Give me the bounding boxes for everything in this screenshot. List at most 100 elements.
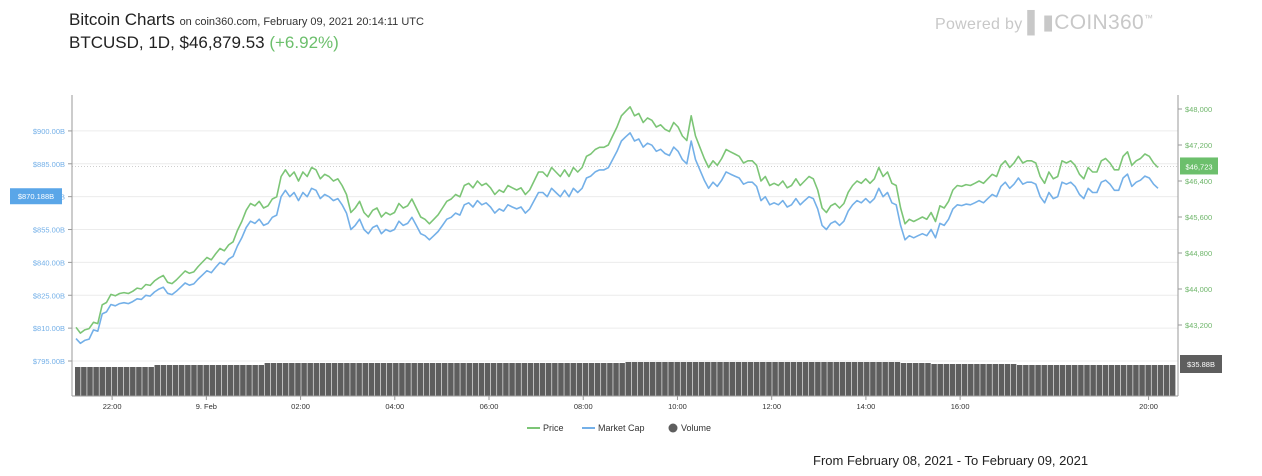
volume-bar <box>130 367 136 396</box>
volume-bar <box>845 362 852 396</box>
volume-bar <box>1108 365 1115 396</box>
legend-volume[interactable]: Volume <box>668 423 712 433</box>
current-value-badges: $870.188B $46,723 $35.88B <box>10 157 1222 373</box>
volume-bar <box>741 362 748 396</box>
legend-price[interactable]: Price <box>527 423 564 433</box>
volume-bar <box>99 367 105 396</box>
volume-bar <box>1010 364 1017 396</box>
volume-bar <box>588 363 595 396</box>
volume-bar <box>760 362 766 396</box>
volume-bar <box>386 363 393 396</box>
volume-bar <box>136 367 142 396</box>
volume-bar <box>882 362 888 396</box>
volume-bar <box>821 362 827 396</box>
volume-bar <box>900 363 907 396</box>
volume-bar <box>1133 365 1139 396</box>
legend-market-cap[interactable]: Market Cap <box>582 423 645 433</box>
volume-bar <box>558 363 564 396</box>
volume-bar <box>246 365 252 396</box>
volume-bar <box>393 363 399 396</box>
volume-bar <box>1145 365 1151 396</box>
volume-bar <box>331 363 338 396</box>
price-current-badge <box>1180 157 1218 175</box>
date-range: From February 08, 2021 - To February 09,… <box>813 453 1089 468</box>
volume-bar <box>729 362 735 396</box>
volume-bar <box>307 363 313 396</box>
volume-bar <box>796 362 803 396</box>
volume-bar <box>209 365 216 396</box>
volume-bar <box>864 362 870 396</box>
volume-bar <box>784 362 791 396</box>
volume-bar <box>607 363 613 396</box>
legend-price-label: Price <box>543 423 564 433</box>
y-right-tick-label: $45,600 <box>1185 213 1212 222</box>
volume-bar <box>949 364 956 396</box>
price-current-label: $46,723 <box>1185 162 1212 171</box>
volume-bar <box>264 363 271 396</box>
volume-bar <box>411 363 417 396</box>
volume-bar <box>350 363 356 396</box>
volume-bar <box>289 363 295 396</box>
volume-bar <box>857 362 864 396</box>
volume-bar <box>815 362 821 396</box>
volume-bar <box>105 367 112 396</box>
y-left-tick-label: $900.00B <box>33 127 65 136</box>
volume-bar <box>234 365 240 396</box>
price-change: (+6.92%) <box>269 33 339 52</box>
volume-bar <box>160 365 167 396</box>
volume-bar <box>955 364 962 396</box>
volume-bar <box>148 367 154 396</box>
volume-bar <box>637 362 644 396</box>
volume-bar <box>631 362 638 396</box>
volume-bar <box>344 363 350 396</box>
x-tick-label: 08:00 <box>574 402 593 411</box>
volume-bar <box>215 365 222 396</box>
market-cap-line <box>75 132 1159 345</box>
volume-bar <box>705 362 711 396</box>
volume-bar <box>1102 365 1109 396</box>
volume-bar <box>423 363 430 396</box>
powered-by-branding[interactable]: Powered by ▌▮COIN360™ <box>935 10 1153 35</box>
volume-current-label: $35.88B <box>1187 360 1215 369</box>
volume-bar <box>674 362 680 396</box>
volume-bar <box>1151 365 1158 396</box>
volume-bar <box>698 362 705 396</box>
volume-bar <box>380 363 387 396</box>
volume-bar <box>619 363 625 396</box>
volume-bar <box>809 362 815 396</box>
volume-bar <box>717 362 723 396</box>
volume-bar <box>533 363 540 396</box>
legend-volume-swatch <box>668 423 678 433</box>
volume-bar <box>295 363 301 396</box>
volume-bar <box>1157 365 1164 396</box>
volume-bar <box>919 363 925 396</box>
volume-bar <box>240 365 246 396</box>
volume-bar <box>117 367 124 396</box>
price-summary: BTCUSD, 1D, $46,879.53 (+6.92%) <box>69 33 339 53</box>
volume-bar <box>258 365 265 396</box>
volume-bar <box>1163 365 1170 396</box>
logo-trademark: ™ <box>1143 13 1154 23</box>
chart-series <box>75 106 1159 345</box>
x-tick-label: 06:00 <box>480 402 499 411</box>
x-tick-label: 10:00 <box>668 402 687 411</box>
x-tick-label: 02:00 <box>291 402 310 411</box>
volume-bar <box>1023 365 1029 396</box>
volume-bar <box>833 362 839 396</box>
volume-bar <box>656 362 662 396</box>
volume-bar <box>943 364 950 396</box>
x-tick-label: 9. Feb <box>196 402 217 411</box>
volume-bar <box>460 363 466 396</box>
volume-bar <box>325 363 332 396</box>
chart-legend[interactable]: Price Market Cap Volume <box>527 423 711 433</box>
volume-bar <box>625 362 632 396</box>
volume-bar <box>1127 365 1133 396</box>
volume-bar <box>81 367 87 396</box>
volume-bar <box>185 365 191 396</box>
volume-bar <box>912 363 919 396</box>
volume-bar <box>564 363 570 396</box>
pair-price: BTCUSD, 1D, $46,879.53 <box>69 33 265 52</box>
volume-bar <box>497 363 503 396</box>
volume-bar <box>111 367 118 396</box>
